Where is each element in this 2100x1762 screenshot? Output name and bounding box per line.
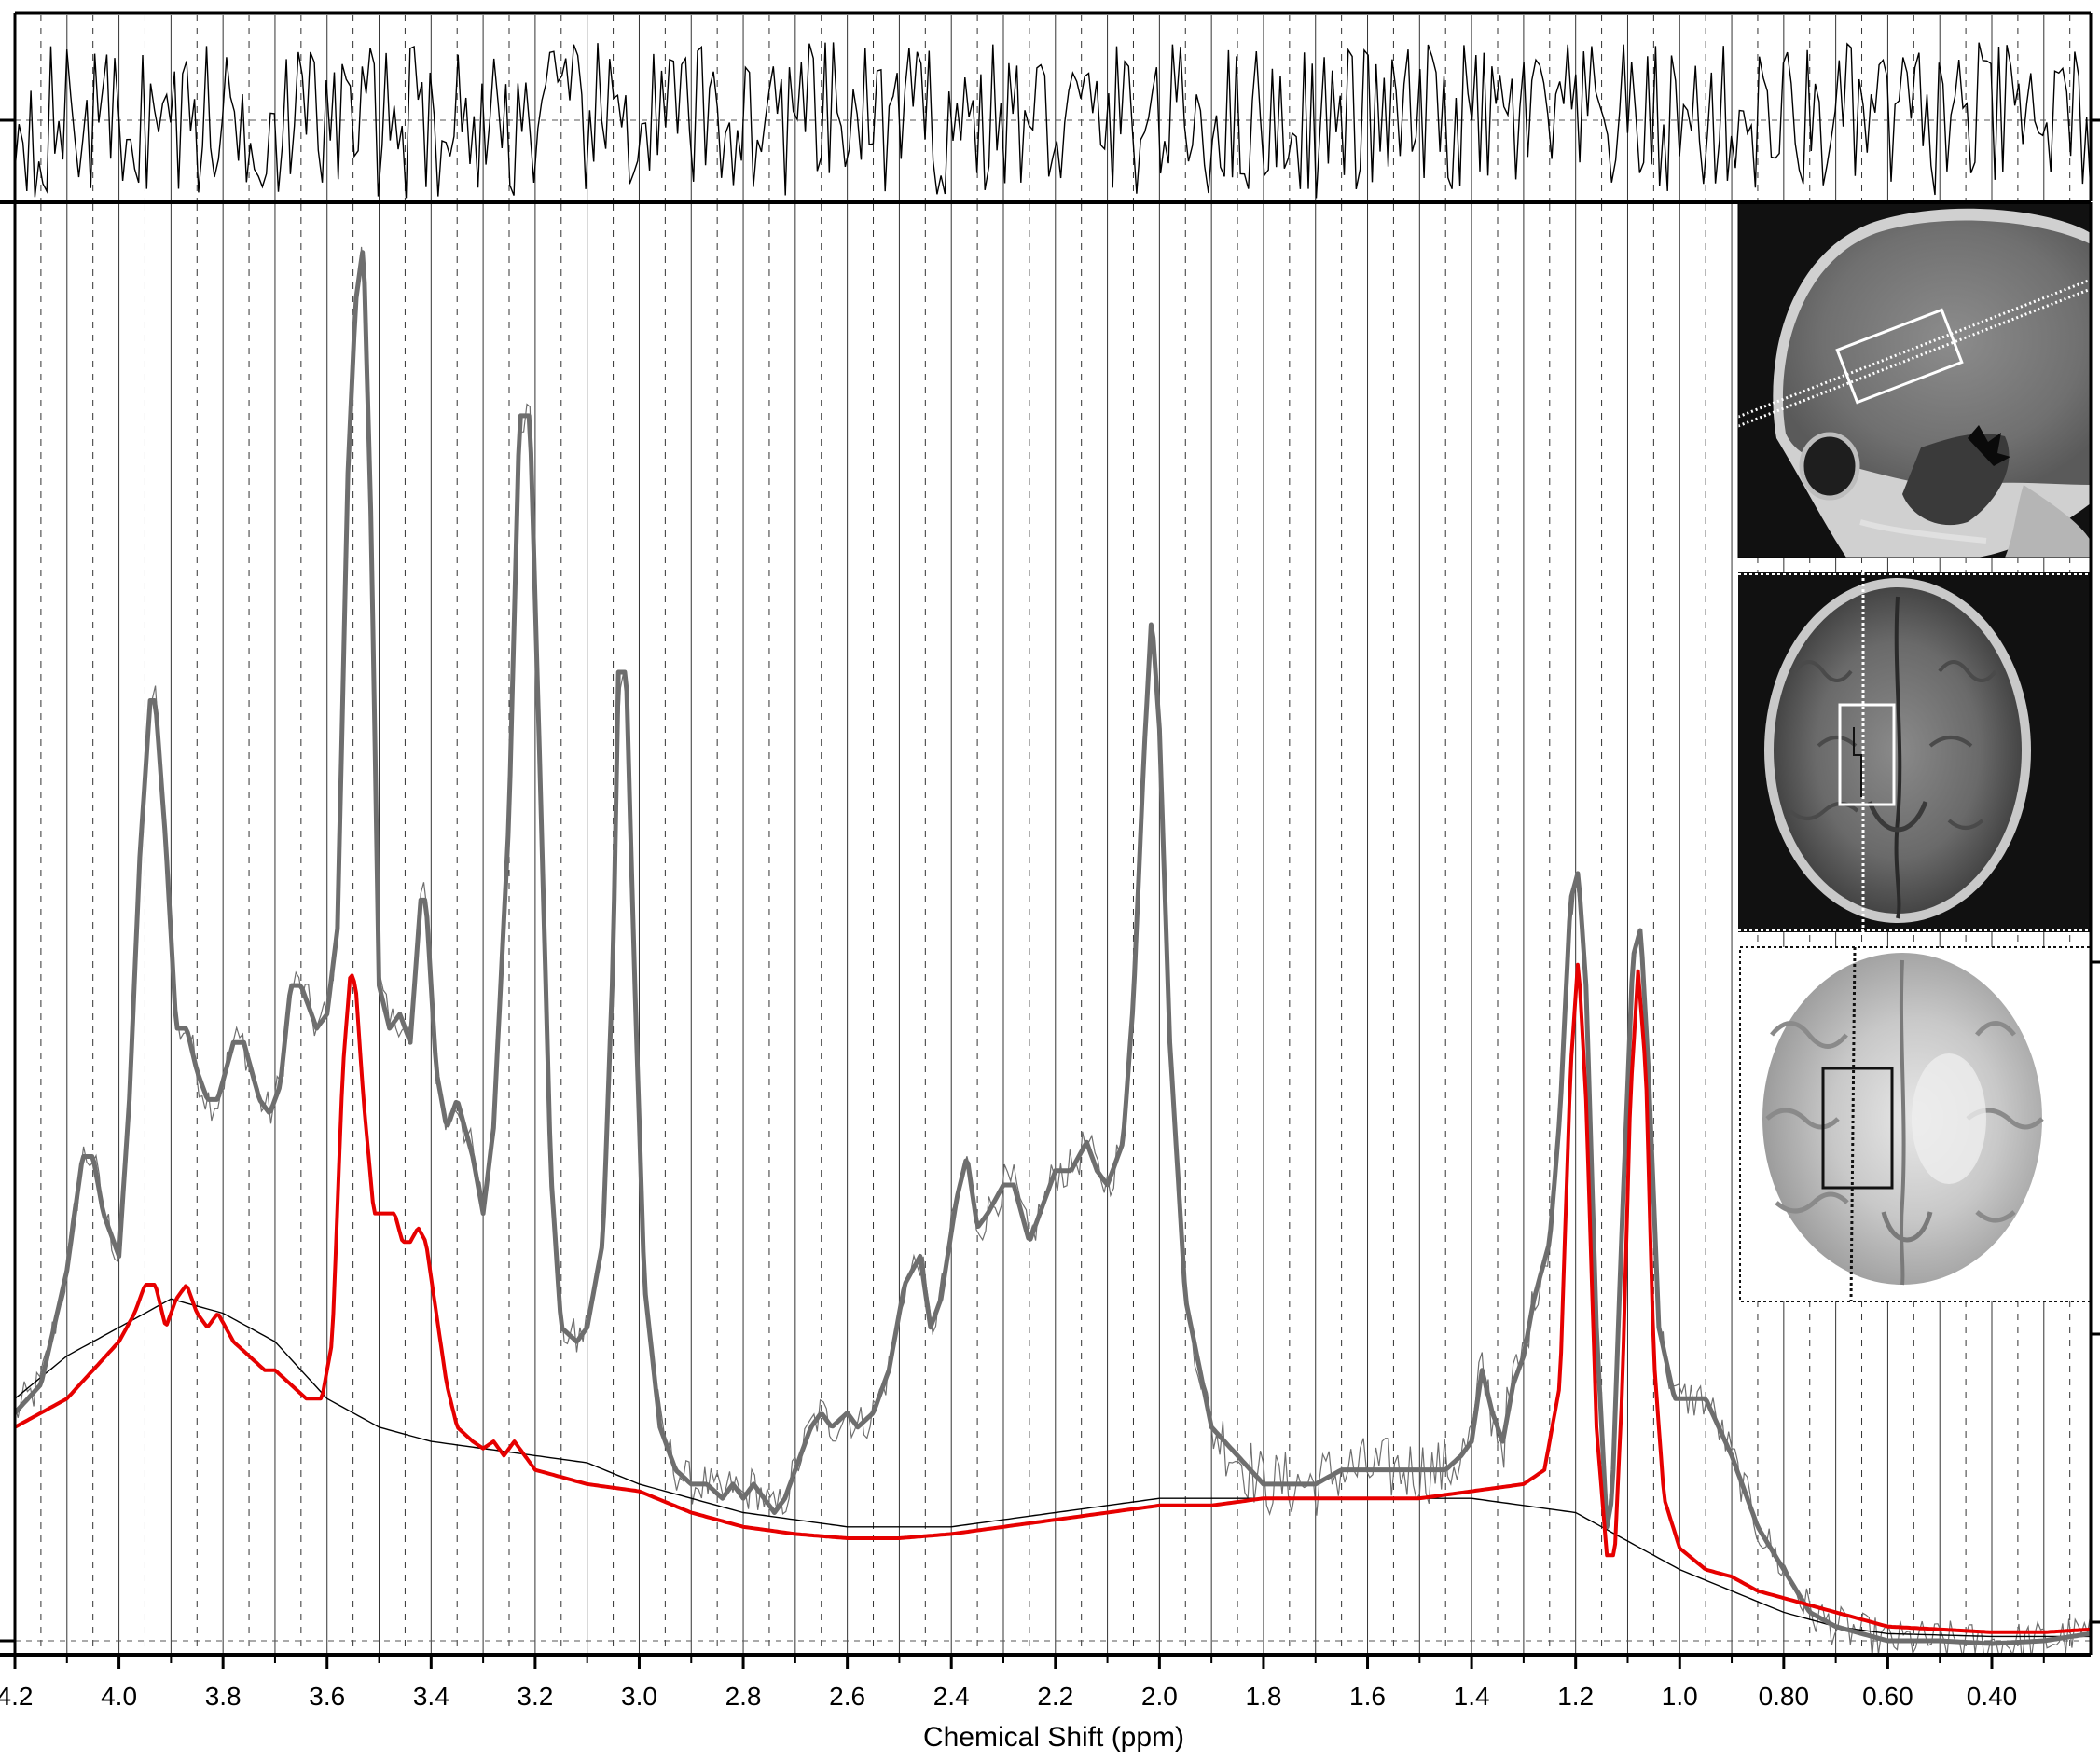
spectrum-series xyxy=(15,246,2091,1655)
x-tick-label: 3.4 xyxy=(413,1682,449,1711)
sagittal-mri-image xyxy=(1737,202,2092,558)
spectrum-panel: 4.2 4.0 3.8 3.6 3.4 3.2 3.0 2.8 2.6 2.4 2.2 2.0 1.8 1… xyxy=(0,200,2100,1753)
x-tick-label: 0.60 xyxy=(1862,1682,1913,1711)
x-tick-label: 3.8 xyxy=(205,1682,242,1711)
axial-t2-mri-image xyxy=(1739,946,2092,1302)
x-tick-label: 2.6 xyxy=(829,1682,865,1711)
x-tick-label: 2.0 xyxy=(1141,1682,1178,1711)
fit-line xyxy=(15,250,2091,1646)
baseline-line xyxy=(15,1298,2091,1638)
x-tick-label: 2.2 xyxy=(1037,1682,1073,1711)
component-line xyxy=(15,962,2091,1634)
x-tick-label: 4.2 xyxy=(0,1682,33,1711)
residual-panel xyxy=(0,11,2100,201)
x-tick-label: 4.0 xyxy=(101,1682,137,1711)
residual-trace xyxy=(15,42,2091,199)
x-tick-label: 0.80 xyxy=(1759,1682,1810,1711)
x-tick-label: 3.0 xyxy=(621,1682,657,1711)
residual-gridlines xyxy=(40,15,2071,200)
x-tick-label: 1.0 xyxy=(1662,1682,1698,1711)
x-tick-label: 2.4 xyxy=(933,1682,970,1711)
x-tick-label: 0.40 xyxy=(1967,1682,2018,1711)
x-tick-label: 1.4 xyxy=(1454,1682,1490,1711)
x-tick-label: 1.8 xyxy=(1245,1682,1281,1711)
x-tick-label: 3.6 xyxy=(309,1682,345,1711)
x-tick-label: 2.8 xyxy=(725,1682,762,1711)
x-axis-label: Chemical Shift (ppm) xyxy=(923,1722,1184,1753)
mri-insets xyxy=(1737,202,2092,1302)
x-tick-label: 1.2 xyxy=(1557,1682,1594,1711)
axial-t1-mri-image xyxy=(1738,572,2091,932)
x-tick-label: 3.2 xyxy=(517,1682,553,1711)
x-tick-label: 1.6 xyxy=(1349,1682,1386,1711)
x-axis-ticks: 4.2 4.0 3.8 3.6 3.4 3.2 3.0 2.8 2.6 2.4 2.2 2.0 1.8 1… xyxy=(0,1655,2045,1711)
